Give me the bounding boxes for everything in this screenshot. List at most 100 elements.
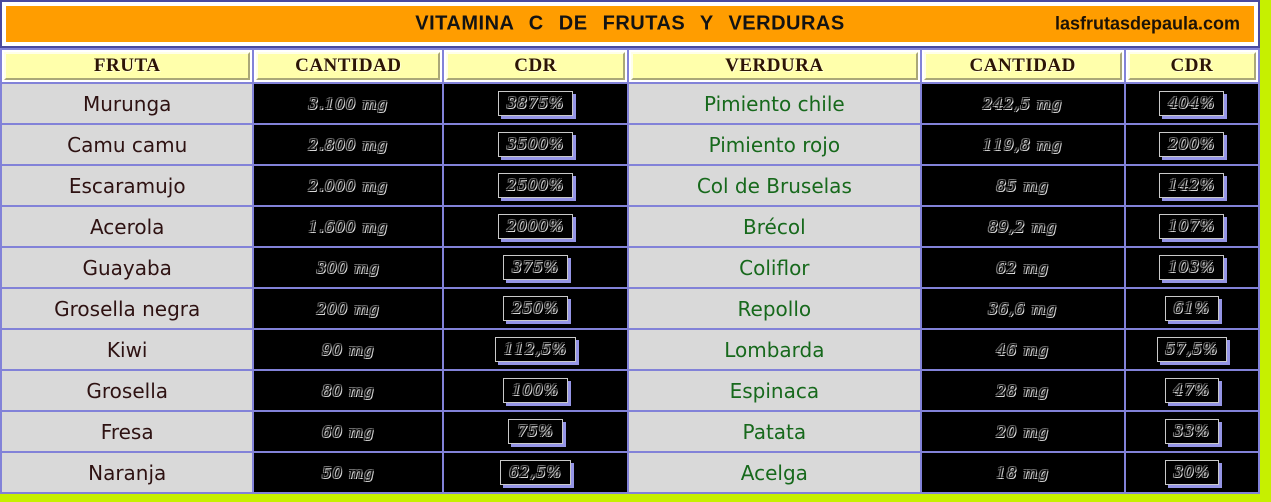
column-header-verdura-cdr: CDR xyxy=(1123,48,1261,84)
verdura-cantidad-value: 20 mg xyxy=(996,423,1050,441)
table-row: Naranja 50 mg 62,5% Acelga 18 mg 30% xyxy=(0,451,1261,494)
verdura-name-cell: Coliflor xyxy=(626,246,922,289)
verdura-cdr-badge: 404% xyxy=(1159,91,1225,116)
column-header-verdura-cantidad: CANTIDAD xyxy=(919,48,1126,84)
fruit-cantidad-cell: 50 mg xyxy=(252,451,445,494)
fruit-cantidad-value: 80 mg xyxy=(321,382,375,400)
verdura-name-cell: Col de Bruselas xyxy=(626,164,922,207)
fruit-cantidad-value: 60 mg xyxy=(321,423,375,441)
fruit-name-cell: Fresa xyxy=(0,410,255,453)
fruit-cdr-badge: 3500% xyxy=(497,132,574,157)
column-header-verdura-label: VERDURA xyxy=(630,52,918,80)
fruit-cdr-cell: 75% xyxy=(442,410,629,453)
verdura-cdr-badge: 103% xyxy=(1159,255,1225,280)
verdura-cdr-cell: 103% xyxy=(1123,246,1261,289)
fruit-cantidad-cell: 2.800 mg xyxy=(252,123,445,166)
fruit-cantidad-value: 2.000 mg xyxy=(308,177,389,195)
verdura-cantidad-cell: 46 mg xyxy=(919,328,1126,371)
column-header-fruta-cantidad-label: CANTIDAD xyxy=(256,52,441,80)
fruit-cantidad-value: 90 mg xyxy=(321,341,375,359)
verdura-cdr-cell: 200% xyxy=(1123,123,1261,166)
fruit-name-cell: Camu camu xyxy=(0,123,255,166)
column-header-verdura: VERDURA xyxy=(626,48,922,84)
verdura-cantidad-cell: 18 mg xyxy=(919,451,1126,494)
verdura-cantidad-value: 242,5 mg xyxy=(982,95,1063,113)
verdura-cdr-cell: 404% xyxy=(1123,82,1261,125)
page-title: VITAMINA C DE FRUTAS Y VERDURAS xyxy=(415,12,845,35)
fruit-cantidad-value: 3.100 mg xyxy=(308,95,389,113)
fruit-name-cell: Grosella xyxy=(0,369,255,412)
fruit-cdr-cell: 100% xyxy=(442,369,629,412)
fruit-cantidad-cell: 2.000 mg xyxy=(252,164,445,207)
fruit-cdr-cell: 375% xyxy=(442,246,629,289)
fruit-cantidad-cell: 1.600 mg xyxy=(252,205,445,248)
fruit-cantidad-value: 2.800 mg xyxy=(308,136,389,154)
title-bar: VITAMINA C DE FRUTAS Y VERDURAS lasfruta… xyxy=(6,6,1254,42)
column-header-verdura-cdr-label: CDR xyxy=(1127,52,1256,80)
fruit-cdr-cell: 3875% xyxy=(442,82,629,125)
fruit-name-cell: Naranja xyxy=(0,451,255,494)
fruit-name-cell: Acerola xyxy=(0,205,255,248)
fruit-name-cell: Murunga xyxy=(0,82,255,125)
fruit-cantidad-value: 300 mg xyxy=(316,259,380,277)
verdura-cantidad-value: 18 mg xyxy=(996,464,1050,482)
table-row: Kiwi 90 mg 112,5% Lombarda 46 mg 57,5% xyxy=(0,328,1261,371)
fruit-cantidad-value: 200 mg xyxy=(316,300,380,318)
verdura-cdr-cell: 142% xyxy=(1123,164,1261,207)
title-frame: VITAMINA C DE FRUTAS Y VERDURAS lasfruta… xyxy=(0,0,1260,48)
table-body: Murunga 3.100 mg 3875% Pimiento chile 242,5 … xyxy=(0,82,1261,494)
verdura-cantidad-value: 62 mg xyxy=(996,259,1050,277)
column-header-fruta-cdr-label: CDR xyxy=(446,52,625,80)
verdura-cdr-badge: 33% xyxy=(1164,419,1219,444)
fruit-cdr-badge: 2000% xyxy=(497,214,574,239)
table-sheet: VITAMINA C DE FRUTAS Y VERDURAS lasfruta… xyxy=(0,0,1261,494)
verdura-name-cell: Repollo xyxy=(626,287,922,330)
table-row: Acerola 1.600 mg 2000% Brécol 89,2 mg 107% xyxy=(0,205,1261,248)
fruit-cdr-badge: 100% xyxy=(503,378,569,403)
verdura-name-cell: Patata xyxy=(626,410,922,453)
fruit-cdr-cell: 3500% xyxy=(442,123,629,166)
table-row: Grosella negra 200 mg 250% Repollo 36,6 mg 61… xyxy=(0,287,1261,330)
fruit-cdr-badge: 62,5% xyxy=(500,460,571,485)
verdura-cantidad-cell: 89,2 mg xyxy=(919,205,1126,248)
fruit-name-cell: Escaramujo xyxy=(0,164,255,207)
verdura-cantidad-value: 36,6 mg xyxy=(988,300,1058,318)
verdura-cdr-badge: 47% xyxy=(1164,378,1219,403)
verdura-cantidad-value: 46 mg xyxy=(996,341,1050,359)
verdura-cantidad-cell: 20 mg xyxy=(919,410,1126,453)
verdura-cdr-badge: 61% xyxy=(1164,296,1219,321)
verdura-name-cell: Pimiento rojo xyxy=(626,123,922,166)
table-row: Escaramujo 2.000 mg 2500% Col de Bruselas 85… xyxy=(0,164,1261,207)
verdura-cantidad-cell: 62 mg xyxy=(919,246,1126,289)
fruit-name-cell: Guayaba xyxy=(0,246,255,289)
fruit-cantidad-cell: 3.100 mg xyxy=(252,82,445,125)
fruit-cantidad-value: 50 mg xyxy=(321,464,375,482)
fruit-cdr-badge: 2500% xyxy=(497,173,574,198)
vitamin-c-table: FRUTA CANTIDAD CDR VERDURA CANTIDAD CDR … xyxy=(0,48,1261,494)
verdura-cantidad-value: 28 mg xyxy=(996,382,1050,400)
verdura-cantidad-value: 85 mg xyxy=(996,177,1050,195)
column-header-fruta-label: FRUTA xyxy=(4,52,251,80)
fruit-name-cell: Kiwi xyxy=(0,328,255,371)
table-row: Murunga 3.100 mg 3875% Pimiento chile 242,5 … xyxy=(0,82,1261,125)
verdura-cdr-cell: 47% xyxy=(1123,369,1261,412)
verdura-name-cell: Brécol xyxy=(626,205,922,248)
verdura-cdr-badge: 200% xyxy=(1159,132,1225,157)
fruit-cdr-badge: 75% xyxy=(508,419,563,444)
fruit-cantidad-cell: 90 mg xyxy=(252,328,445,371)
verdura-name-cell: Espinaca xyxy=(626,369,922,412)
verdura-cdr-badge: 30% xyxy=(1164,460,1219,485)
verdura-name-cell: Acelga xyxy=(626,451,922,494)
fruit-cdr-cell: 2000% xyxy=(442,205,629,248)
fruit-cantidad-cell: 200 mg xyxy=(252,287,445,330)
fruit-cdr-badge: 3875% xyxy=(497,91,574,116)
verdura-cdr-cell: 30% xyxy=(1123,451,1261,494)
column-header-fruta-cdr: CDR xyxy=(442,48,629,84)
fruit-cdr-cell: 2500% xyxy=(442,164,629,207)
fruit-cantidad-cell: 80 mg xyxy=(252,369,445,412)
verdura-cdr-cell: 107% xyxy=(1123,205,1261,248)
fruit-cdr-badge: 250% xyxy=(503,296,569,321)
fruit-cdr-badge: 375% xyxy=(503,255,569,280)
column-header-fruta-cantidad: CANTIDAD xyxy=(252,48,445,84)
